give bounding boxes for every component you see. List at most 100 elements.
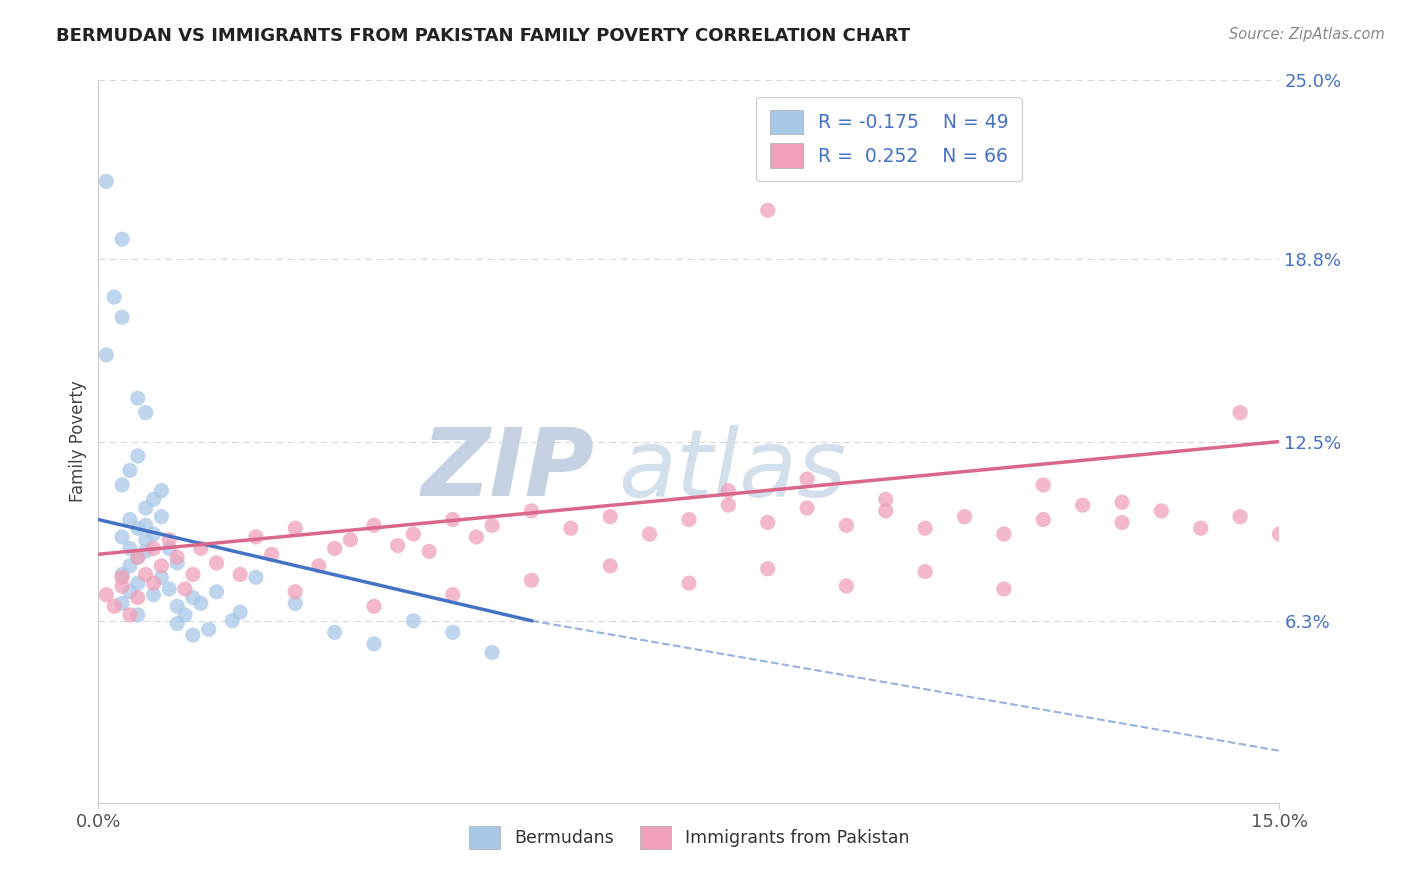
Point — [387, 539, 409, 553]
Point — [284, 584, 307, 599]
Point — [339, 533, 361, 547]
Point — [441, 588, 464, 602]
Point — [481, 646, 503, 660]
Point — [127, 391, 149, 405]
Point — [111, 596, 134, 610]
Point — [135, 501, 157, 516]
Text: BERMUDAN VS IMMIGRANTS FROM PAKISTAN FAMILY POVERTY CORRELATION CHART: BERMUDAN VS IMMIGRANTS FROM PAKISTAN FAM… — [56, 27, 910, 45]
Point — [875, 504, 897, 518]
Point — [560, 521, 582, 535]
Point — [835, 579, 858, 593]
Point — [229, 605, 252, 619]
Y-axis label: Family Poverty: Family Poverty — [69, 381, 87, 502]
Point — [953, 509, 976, 524]
Point — [1071, 498, 1094, 512]
Point — [166, 599, 188, 614]
Point — [111, 570, 134, 584]
Point — [1268, 527, 1291, 541]
Point — [127, 550, 149, 565]
Text: atlas: atlas — [619, 425, 846, 516]
Point — [157, 582, 180, 596]
Legend: Bermudans, Immigrants from Pakistan: Bermudans, Immigrants from Pakistan — [461, 820, 917, 855]
Point — [1229, 406, 1251, 420]
Point — [118, 463, 141, 477]
Text: Source: ZipAtlas.com: Source: ZipAtlas.com — [1229, 27, 1385, 42]
Point — [135, 533, 157, 547]
Point — [993, 582, 1015, 596]
Point — [363, 637, 385, 651]
Point — [284, 521, 307, 535]
Point — [914, 565, 936, 579]
Point — [221, 614, 243, 628]
Point — [441, 625, 464, 640]
Text: ZIP: ZIP — [422, 425, 595, 516]
Point — [181, 628, 204, 642]
Point — [142, 576, 165, 591]
Point — [520, 574, 543, 588]
Point — [157, 533, 180, 547]
Point — [150, 558, 173, 573]
Point — [166, 616, 188, 631]
Point — [111, 232, 134, 246]
Point — [142, 527, 165, 541]
Point — [1032, 512, 1054, 526]
Point — [111, 478, 134, 492]
Point — [118, 584, 141, 599]
Point — [1032, 478, 1054, 492]
Point — [205, 556, 228, 570]
Point — [205, 584, 228, 599]
Point — [229, 567, 252, 582]
Point — [174, 582, 197, 596]
Point — [118, 512, 141, 526]
Point — [127, 607, 149, 622]
Point — [323, 541, 346, 556]
Point — [111, 310, 134, 325]
Point — [363, 599, 385, 614]
Point — [1111, 516, 1133, 530]
Point — [111, 567, 134, 582]
Point — [245, 570, 267, 584]
Point — [993, 527, 1015, 541]
Point — [96, 588, 118, 602]
Point — [418, 544, 440, 558]
Point — [465, 530, 488, 544]
Point — [1229, 509, 1251, 524]
Point — [103, 599, 125, 614]
Point — [197, 623, 219, 637]
Point — [127, 591, 149, 605]
Point — [402, 614, 425, 628]
Point — [1150, 504, 1173, 518]
Point — [150, 483, 173, 498]
Point — [190, 596, 212, 610]
Point — [441, 512, 464, 526]
Point — [363, 518, 385, 533]
Point — [481, 518, 503, 533]
Point — [796, 501, 818, 516]
Point — [678, 512, 700, 526]
Point — [796, 472, 818, 486]
Point — [678, 576, 700, 591]
Point — [135, 567, 157, 582]
Point — [756, 203, 779, 218]
Point — [135, 544, 157, 558]
Point — [142, 588, 165, 602]
Point — [284, 596, 307, 610]
Point — [323, 625, 346, 640]
Point — [717, 483, 740, 498]
Point — [174, 607, 197, 622]
Point — [142, 492, 165, 507]
Point — [245, 530, 267, 544]
Point — [756, 562, 779, 576]
Point — [135, 406, 157, 420]
Point — [150, 570, 173, 584]
Point — [118, 607, 141, 622]
Point — [96, 348, 118, 362]
Point — [166, 550, 188, 565]
Point — [166, 556, 188, 570]
Point — [835, 518, 858, 533]
Point — [150, 509, 173, 524]
Point — [96, 174, 118, 188]
Point — [127, 521, 149, 535]
Point — [1189, 521, 1212, 535]
Point — [190, 541, 212, 556]
